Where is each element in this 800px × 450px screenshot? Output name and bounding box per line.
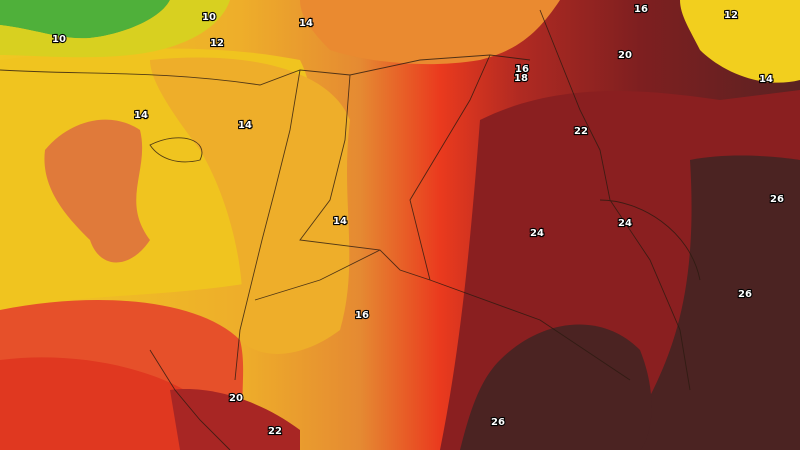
contour-label: 26: [738, 289, 752, 300]
contour-label: 14: [299, 18, 313, 29]
contour-label: 12: [210, 38, 224, 49]
contour-label: 24: [618, 218, 632, 229]
contour-label: 12: [724, 10, 738, 21]
contour-label: 22: [574, 126, 588, 137]
contour-label: 14: [238, 120, 252, 131]
green-zone: [0, 0, 170, 39]
north-orange-zone: [300, 0, 560, 65]
red-sea-zone: [170, 389, 300, 450]
contour-label: 10: [52, 34, 66, 45]
contour-label: 26: [770, 194, 784, 205]
contour-label: 14: [333, 216, 347, 227]
contour-label: 22: [268, 426, 282, 437]
contour-label: 14: [134, 110, 148, 121]
contour-label: 16: [634, 4, 648, 15]
contour-label: 20: [229, 393, 243, 404]
contour-labels: 10 10 12 14 16 12 20 16 18 14 14 14 22 1…: [51, 3, 785, 438]
darkest-zone-south: [460, 324, 652, 450]
darkest-zone-east: [620, 155, 800, 450]
contour-label: 20: [618, 50, 632, 61]
northeast-yellow-zone: [680, 0, 800, 83]
country-borders: [0, 9, 701, 450]
yellow-green-zone: [0, 0, 230, 58]
contour-label: 10: [202, 12, 216, 23]
contour-label: 14: [759, 74, 773, 85]
sea-warm-patch: [44, 119, 150, 263]
contour-label: 16: [355, 310, 369, 321]
contour-label: 16: [515, 64, 529, 75]
contour-label: 18: [514, 73, 528, 84]
contour-label: 26: [491, 417, 505, 428]
light-orange-zone: [150, 57, 350, 354]
contour-label: 24: [530, 228, 544, 239]
